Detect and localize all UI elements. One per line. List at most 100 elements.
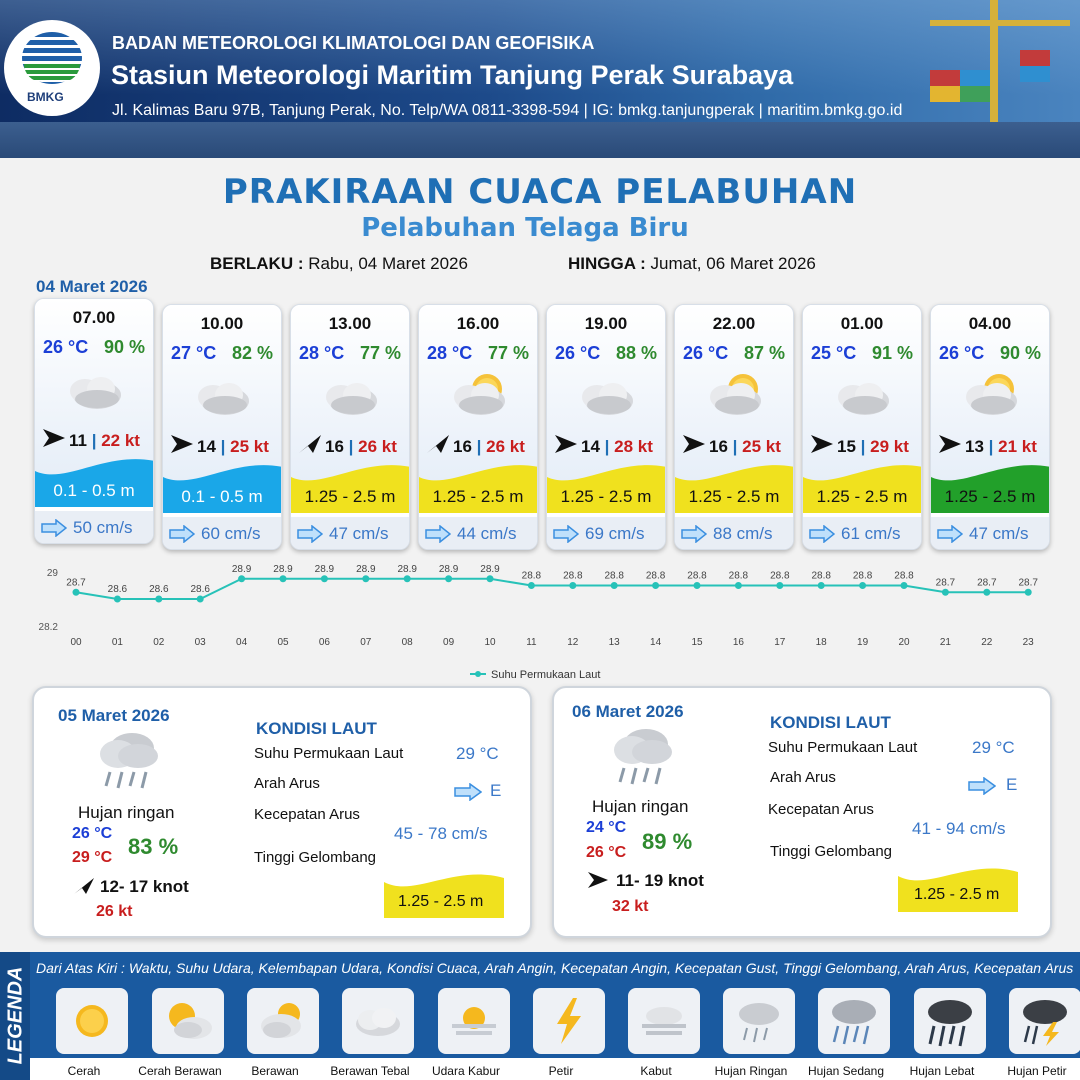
logo-text: BMKG [27, 90, 64, 104]
sst-data-point [859, 582, 867, 589]
x-tick-label: 15 [691, 637, 703, 648]
sst-data-point [196, 595, 204, 603]
cloud-icon [356, 1008, 400, 1036]
sst-data-point [320, 575, 328, 583]
legend-item [152, 988, 224, 1054]
legend-item [56, 988, 128, 1054]
x-tick-label: 20 [898, 637, 910, 648]
sst-data-label: 28.7 [66, 577, 86, 588]
wind-speed-group: 14 | 28 kt [581, 437, 653, 457]
current-dir-label: Arah Arus [770, 769, 836, 786]
sst-data-point [569, 582, 577, 589]
light-rain-icon [739, 1003, 779, 1043]
sst-data-label: 28.8 [894, 571, 914, 582]
sst-value: 29 °C [456, 744, 499, 763]
sst-data-point [72, 588, 80, 596]
sst-data-point [610, 582, 618, 589]
forecast-time: 19.00 [584, 314, 628, 333]
logo-green [24, 64, 80, 82]
cloud-sun-icon [710, 374, 761, 415]
org-name: BADAN METEOROLOGI KLIMATOLOGI DAN GEOFIS… [112, 33, 595, 53]
wind-direction-icon [811, 435, 833, 453]
wind-speed: 11 [69, 431, 87, 450]
legend-item [914, 988, 986, 1054]
current-arrow-icon [169, 525, 195, 543]
panel-temp-min: 26 °C [72, 825, 113, 842]
station-name: Stasiun Meteorologi Maritim Tanjung Pera… [111, 60, 794, 90]
wave-height-icon [291, 465, 409, 513]
wave-height-icon [898, 868, 1018, 912]
x-tick-label: 01 [112, 637, 124, 648]
x-tick-label: 10 [484, 637, 496, 648]
cloud-sun-icon [261, 1003, 301, 1038]
wind-speed-group: 11 | 22 kt [69, 431, 140, 451]
current-arrow-icon [937, 525, 963, 543]
x-tick-label: 19 [857, 637, 869, 648]
bmkg-logo: BMKG [4, 20, 100, 116]
air-temperature: 26 °C [939, 343, 985, 363]
legend-side-tab: LEGENDA [0, 952, 30, 1080]
forecast-time: 07.00 [72, 308, 116, 327]
humidity: 91 % [871, 343, 913, 363]
humidity: 82 % [231, 343, 273, 363]
moderate-rain-icon [832, 1000, 876, 1045]
page-title: PRAKIRAAN CUACA PELABUHAN [222, 172, 858, 212]
forecast-card: 19.00 26 °C 88 % 14 | 28 kt 1.25 - 2.5 m 69 c… [546, 304, 666, 550]
cloud-icon [198, 383, 249, 415]
current-speed: 50 cm/s [73, 518, 133, 537]
air-temperature: 27 °C [171, 343, 217, 363]
legend-item [247, 988, 319, 1054]
current-row: 69 cm/s [547, 517, 665, 549]
wind-direction-icon [427, 435, 449, 453]
current-speed-value: 41 - 94 cm/s [912, 819, 1006, 838]
cloud-sun-icon [966, 374, 1017, 415]
forecast-card: 16.00 28 °C 77 % 16 | 26 kt 1.25 - 2.5 m 44 c… [418, 304, 538, 550]
gust-speed: 26 kt [486, 437, 525, 456]
gust-speed: 26 kt [358, 437, 397, 456]
legend-item-label: Hujan Sedang [807, 1064, 885, 1078]
container [1020, 50, 1050, 66]
wind-speed-group: 16 | 25 kt [709, 437, 781, 457]
sst-data-point [983, 588, 991, 596]
panel-condition: Hujan ringan [78, 803, 175, 822]
wave-height-icon [803, 465, 921, 513]
x-tick-label: 08 [402, 637, 414, 648]
wind-speed-group: 13 | 21 kt [965, 437, 1037, 457]
wind-speed: 13 [965, 437, 984, 456]
sst-data-point [776, 582, 784, 589]
sun-icon [76, 1005, 108, 1037]
wind-speed-group: 15 | 29 kt [837, 437, 909, 457]
panel-gust: 26 kt [96, 903, 133, 920]
legend-item-label: Hujan Ringan [714, 1064, 788, 1078]
wind-separator: | [983, 437, 999, 456]
x-tick-label: 22 [981, 637, 993, 648]
legend-item-label: Cerah Berawan [138, 1064, 222, 1078]
wave-height: 0.1 - 0.5 m [53, 481, 135, 500]
legend-item [818, 988, 890, 1054]
wind-speed: 14 [197, 437, 216, 456]
wind-direction-icon [939, 435, 961, 453]
current-speed: 60 cm/s [201, 524, 261, 543]
valid-from-value: Rabu, 04 Maret 2026 [308, 254, 468, 273]
sst-line-chart: 29 28.2 28.7 00 28.6 01 28.6 02 28.6 03 28.9 04 28.9… [39, 564, 1039, 680]
forecast-card: 22.00 26 °C 87 % 16 | 25 kt 1.25 - 2.5 m 88 c… [674, 304, 794, 550]
current-speed: 47 cm/s [969, 524, 1029, 543]
legend-label-band [30, 1058, 1080, 1080]
sea-condition-heading: KONDISI LAUT [770, 713, 891, 732]
container [930, 70, 960, 86]
current-arrow-icon [41, 519, 67, 537]
sst-data-label: 28.8 [770, 571, 790, 582]
gust-speed: 29 kt [870, 437, 909, 456]
wind-separator: | [471, 437, 487, 456]
wind-direction-icon [74, 878, 94, 894]
legend-item-label: Udara Kabur [431, 1064, 501, 1078]
sun-cloud-icon [169, 1003, 212, 1039]
sst-data-label: 28.8 [604, 571, 624, 582]
x-tick-label: 13 [609, 637, 621, 648]
legend-item-label: Hujan Lebat [909, 1064, 975, 1078]
current-speed-value: 45 - 78 cm/s [394, 824, 488, 843]
forecast-card: 13.00 28 °C 77 % 16 | 26 kt 1.25 - 2.5 m 47 c… [290, 304, 410, 550]
panel-temp-max: 26 °C [586, 844, 627, 861]
sst-data-point [652, 582, 660, 589]
sst-data-label: 28.8 [853, 571, 873, 582]
